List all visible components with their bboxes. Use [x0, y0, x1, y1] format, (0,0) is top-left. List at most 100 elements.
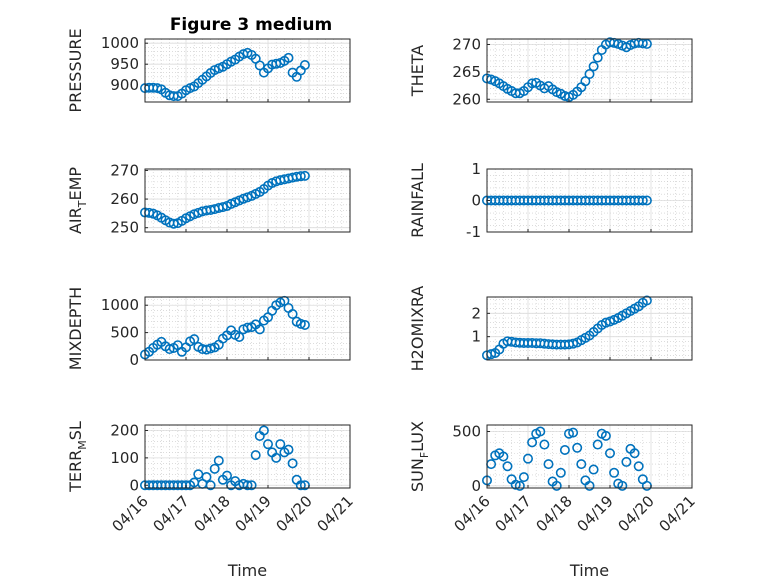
y-tick-label: 950 [110, 55, 139, 73]
data-point [254, 324, 265, 335]
y-tick-label: 270 [452, 35, 481, 53]
y-tick-label: 1 [471, 160, 481, 178]
data-point [498, 451, 509, 462]
axes-frame [486, 296, 693, 361]
subplot-h2omixra: 1 2 H2OMIXRA [408, 286, 693, 372]
axes-background [487, 425, 692, 488]
series-markers [140, 295, 310, 360]
y-tick-label: 200 [110, 421, 139, 439]
y-tick-label: 250 [110, 219, 139, 237]
y-tick-label: -1 [466, 223, 481, 241]
data-point [576, 459, 587, 470]
data-point [592, 439, 603, 450]
y-tick-label: 100 [110, 449, 139, 467]
data-point [164, 344, 175, 355]
y-axis-label: AIRTEMP [66, 167, 89, 234]
y-axis-label: RAINFALL [408, 163, 427, 238]
subplot-rainfall: -1 0 1 RAINFALL [408, 160, 693, 241]
data-point [258, 425, 269, 436]
x-axis-label: Time [569, 561, 609, 580]
y-tick-label: 270 [110, 161, 139, 179]
data-point [641, 295, 652, 306]
axes-background [487, 297, 692, 360]
y-tick-label: 0 [129, 476, 139, 494]
data-point [283, 444, 294, 455]
data-point [287, 458, 298, 469]
y-tick-label: 500 [452, 423, 481, 441]
subplot-theta: 260 265 270 THETA [408, 35, 693, 108]
data-point [572, 442, 583, 453]
data-point [629, 448, 640, 459]
figure-title: Figure 3 medium [170, 15, 332, 35]
data-point [559, 444, 570, 455]
y-axis-label: SUNFLUX [408, 421, 431, 492]
data-point [535, 426, 546, 437]
series-markers [481, 195, 652, 206]
data-point [262, 439, 273, 450]
y-tick-label: 2 [471, 304, 481, 322]
data-point [609, 467, 620, 478]
axes-background [145, 425, 350, 488]
axes-frame [144, 38, 351, 103]
series-markers [140, 170, 310, 229]
x-tick-label: 04/18 [533, 492, 576, 535]
data-point [522, 453, 533, 464]
series-markers [481, 426, 652, 491]
data-point [588, 464, 599, 475]
data-point [543, 459, 554, 470]
axes-frame [486, 424, 693, 489]
data-point [217, 202, 228, 213]
data-point [563, 428, 574, 439]
series-markers [481, 37, 652, 103]
data-point [584, 69, 595, 80]
data-point [152, 83, 163, 94]
data-point [299, 319, 310, 330]
y-tick-label: 0 [471, 477, 481, 495]
y-axis-label: H2OMIXRA [408, 286, 427, 372]
data-point [555, 467, 566, 478]
x-tick-label: 04/16 [451, 492, 494, 535]
data-point [514, 480, 525, 491]
axes-frame [144, 424, 351, 489]
x-tick-label: 04/16 [109, 492, 152, 535]
data-point [633, 461, 644, 472]
data-point [551, 480, 562, 491]
data-point [637, 195, 648, 206]
axes-frame [144, 296, 351, 361]
x-tick-label: 04/21 [314, 492, 357, 535]
data-point [222, 470, 233, 481]
subplot-pressure: 900 950 1000 PRESSURE [66, 28, 351, 113]
y-tick-label: 1000 [101, 34, 139, 52]
y-axis-label: TERRMSL [66, 421, 89, 493]
data-point [205, 343, 216, 354]
y-tick-label: 500 [110, 324, 139, 342]
data-point [621, 456, 632, 467]
data-point [275, 439, 286, 450]
data-point [246, 480, 257, 491]
axes-frame [486, 38, 693, 103]
y-tick-label: 0 [471, 192, 481, 210]
x-tick-label: 04/18 [191, 492, 234, 535]
data-point [295, 171, 306, 182]
data-point [295, 318, 306, 329]
data-point [617, 480, 628, 491]
y-tick-label: 265 [452, 63, 481, 81]
y-tick-label: 0 [129, 351, 139, 369]
data-point [510, 479, 521, 490]
y-tick-label: 1 [471, 328, 481, 346]
data-point [242, 322, 253, 333]
y-axis-label: PRESSURE [66, 28, 85, 112]
data-point [641, 38, 652, 49]
data-point [287, 308, 298, 319]
data-point [584, 480, 595, 491]
x-tick-label: 04/17 [150, 492, 193, 535]
data-point [213, 455, 224, 466]
y-tick-label: 260 [452, 90, 481, 108]
axes-frame [144, 168, 351, 233]
subplot-mixdepth: 0 500 1000 MIXDEPTH [66, 287, 351, 370]
data-point [588, 61, 599, 72]
x-tick-label: 04/21 [656, 492, 699, 535]
data-point [242, 480, 253, 491]
